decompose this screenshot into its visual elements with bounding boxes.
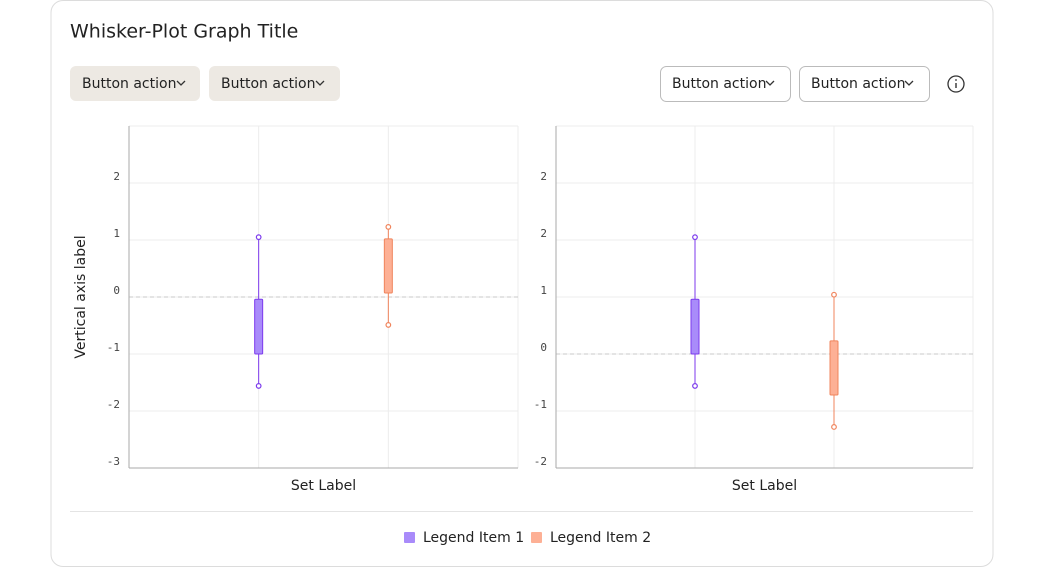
box <box>254 298 264 355</box>
box <box>829 340 839 396</box>
whisker-max <box>692 234 698 241</box>
button[interactable]: Button action <box>660 66 791 102</box>
chevron <box>176 80 186 86</box>
y-axis-label: Vertical axis label <box>73 235 89 358</box>
y-tick-label: -1 <box>534 398 547 411</box>
whisker-min <box>692 383 698 389</box>
y-tick-label: 0 <box>540 341 547 354</box>
y-tick-label: -1 <box>107 341 120 354</box>
y-tick-label: 1 <box>540 284 547 297</box>
button-label: Button action <box>221 76 315 92</box>
y-tick-label: -2 <box>534 455 547 468</box>
y-tick-label: 2 <box>540 170 547 183</box>
button-bg <box>70 66 200 101</box>
legend-label: Legend Item 1 <box>423 530 524 546</box>
box <box>690 298 700 355</box>
button-label: Button action <box>672 76 766 92</box>
info-circle <box>947 75 965 93</box>
button[interactable]: Button action <box>70 66 200 101</box>
whisker-max <box>385 223 392 230</box>
button[interactable]: Button action <box>209 66 340 101</box>
y-tick-label: -3 <box>107 455 120 468</box>
info-icon[interactable] <box>947 75 965 93</box>
button-bg <box>799 66 930 102</box>
legend: Legend Item 1 Legend Item 2 <box>404 530 651 546</box>
box <box>383 238 393 294</box>
whisker-min <box>385 322 392 328</box>
y-tick-label: 0 <box>113 284 120 297</box>
chevron <box>904 80 914 86</box>
legend-swatch <box>404 532 415 543</box>
button-label: Button action <box>82 76 176 92</box>
button-bg <box>660 66 791 102</box>
button-bg <box>209 66 340 101</box>
info-dot <box>955 79 957 81</box>
button-label: Button action <box>811 76 905 92</box>
card <box>50 0 994 567</box>
y-tick-label: 2 <box>113 170 120 183</box>
y-tick-label: 1 <box>113 227 120 240</box>
chevron <box>765 80 775 86</box>
chevron <box>315 80 325 86</box>
y-tick-label: 2 <box>540 227 547 240</box>
y-tick-label: -2 <box>107 398 120 411</box>
whisker-max <box>831 291 837 298</box>
legend-label: Legend Item 2 <box>550 530 651 546</box>
whisker-max <box>255 234 262 241</box>
button[interactable]: Button action <box>799 66 930 102</box>
x-axis-label: Set Label <box>291 478 356 494</box>
legend-swatch <box>531 532 542 543</box>
title: Whisker-Plot Graph Title <box>70 21 298 43</box>
whisker-min <box>831 424 837 430</box>
whisker-min <box>255 383 262 389</box>
x-axis-label: Set Label <box>732 478 797 494</box>
